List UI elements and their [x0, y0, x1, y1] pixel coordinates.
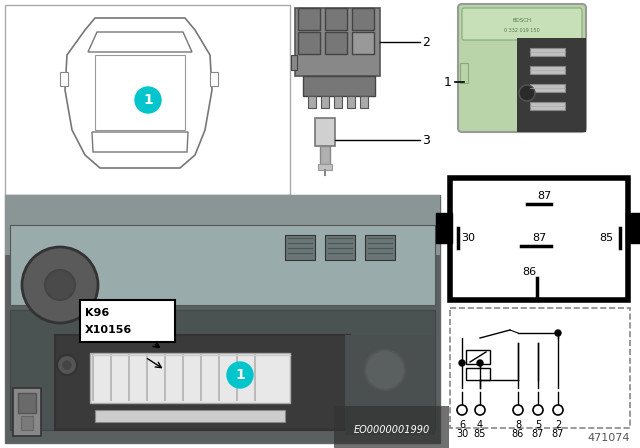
Text: 87: 87: [552, 429, 564, 439]
Circle shape: [22, 247, 98, 323]
Text: 86: 86: [512, 429, 524, 439]
Circle shape: [135, 87, 161, 113]
Bar: [210, 72, 218, 86]
Text: 1: 1: [143, 93, 153, 107]
Circle shape: [519, 85, 535, 101]
Bar: [325, 8, 347, 30]
Bar: [517, 38, 586, 132]
Bar: [460, 63, 468, 83]
Circle shape: [533, 405, 543, 415]
Bar: [365, 235, 395, 260]
Circle shape: [477, 360, 483, 366]
Text: 30: 30: [456, 429, 468, 439]
Bar: [450, 178, 628, 300]
Bar: [13, 388, 41, 436]
Circle shape: [45, 270, 75, 300]
Bar: [291, 55, 297, 70]
Bar: [21, 416, 33, 430]
Bar: [466, 350, 490, 364]
Bar: [95, 410, 285, 422]
Circle shape: [475, 405, 485, 415]
Bar: [530, 66, 565, 74]
Bar: [321, 96, 329, 108]
Polygon shape: [65, 18, 212, 168]
Bar: [530, 102, 565, 110]
Bar: [334, 96, 342, 108]
Bar: [450, 308, 630, 428]
Text: 2: 2: [422, 35, 430, 48]
Polygon shape: [92, 132, 188, 152]
Bar: [303, 76, 375, 96]
Circle shape: [457, 405, 467, 415]
Text: EO0000001990: EO0000001990: [354, 425, 430, 435]
Text: X10156: X10156: [85, 325, 132, 335]
Bar: [530, 48, 565, 56]
Circle shape: [513, 405, 523, 415]
Text: 8: 8: [515, 420, 521, 430]
Bar: [325, 235, 355, 260]
Bar: [298, 32, 320, 54]
Circle shape: [365, 350, 405, 390]
Bar: [60, 72, 68, 86]
Bar: [345, 335, 435, 435]
Text: 471074: 471074: [588, 433, 630, 443]
Text: 5: 5: [535, 420, 541, 430]
Bar: [285, 235, 315, 260]
Bar: [318, 164, 332, 170]
Text: 2: 2: [555, 420, 561, 430]
Bar: [90, 353, 290, 403]
Bar: [5, 195, 440, 255]
Bar: [352, 32, 374, 54]
Text: 87: 87: [532, 233, 546, 243]
FancyBboxPatch shape: [462, 8, 582, 40]
Text: 4: 4: [477, 420, 483, 430]
Text: 3: 3: [422, 134, 430, 146]
Text: BOSCH: BOSCH: [513, 17, 532, 22]
FancyBboxPatch shape: [458, 4, 586, 132]
Text: K96: K96: [85, 308, 109, 318]
Bar: [10, 225, 435, 305]
Bar: [325, 32, 347, 54]
Bar: [352, 8, 374, 30]
Text: 1: 1: [444, 76, 452, 89]
Circle shape: [227, 362, 253, 388]
Bar: [80, 300, 175, 342]
Bar: [530, 84, 565, 92]
Circle shape: [553, 405, 563, 415]
Bar: [10, 310, 435, 430]
Bar: [55, 335, 350, 430]
Text: 85: 85: [474, 429, 486, 439]
Bar: [295, 8, 380, 76]
Text: 0 332 019 150: 0 332 019 150: [504, 27, 540, 33]
Circle shape: [63, 361, 71, 369]
Circle shape: [57, 355, 77, 375]
Bar: [626, 213, 640, 243]
Text: 87: 87: [532, 429, 544, 439]
Bar: [308, 96, 316, 108]
Bar: [320, 146, 330, 164]
Bar: [315, 118, 335, 146]
Bar: [5, 5, 290, 195]
Text: 6: 6: [459, 420, 465, 430]
Bar: [5, 195, 440, 443]
Bar: [466, 368, 490, 380]
Text: 85: 85: [599, 233, 613, 243]
Polygon shape: [95, 55, 185, 130]
Bar: [360, 96, 368, 108]
Bar: [347, 96, 355, 108]
Bar: [436, 213, 452, 243]
Polygon shape: [88, 32, 192, 52]
Text: 1: 1: [235, 368, 245, 382]
Text: 86: 86: [522, 267, 536, 277]
Text: 30: 30: [461, 233, 475, 243]
Circle shape: [555, 330, 561, 336]
Text: 87: 87: [537, 191, 551, 201]
Bar: [298, 8, 320, 30]
Circle shape: [459, 360, 465, 366]
Bar: [18, 393, 36, 413]
